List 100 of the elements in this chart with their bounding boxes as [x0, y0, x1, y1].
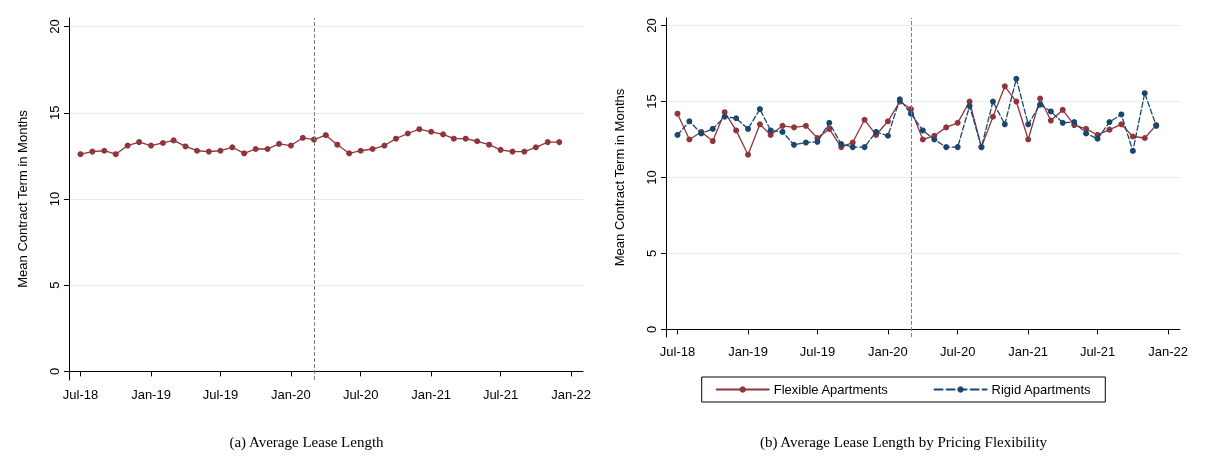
y-tick-label: 15 [47, 105, 62, 121]
point [1047, 117, 1054, 124]
point [1094, 135, 1101, 142]
point [381, 142, 388, 149]
point [136, 139, 143, 146]
point [428, 128, 435, 135]
point [1059, 119, 1066, 126]
point [77, 151, 84, 158]
point [756, 106, 763, 113]
y-tick-label: 10 [644, 170, 659, 185]
point [943, 124, 950, 131]
point [159, 139, 166, 146]
point [1013, 75, 1020, 82]
point [416, 126, 423, 133]
point [1059, 106, 1066, 113]
point [357, 147, 364, 154]
x-tick-label: Jan-19 [728, 344, 768, 359]
point [474, 138, 481, 145]
x-tick-label: Jul-19 [202, 387, 239, 402]
point [1118, 121, 1125, 128]
point [861, 116, 868, 123]
text: (b) Average Lease Length by Pricing Flexibility [759, 433, 1048, 451]
point [1037, 101, 1044, 108]
point [1001, 121, 1008, 128]
x-tick-label: Jan-22 [1148, 344, 1188, 359]
point [1106, 119, 1113, 126]
point [182, 143, 189, 150]
point [241, 150, 248, 157]
point [802, 139, 809, 146]
point [532, 144, 539, 151]
point [884, 132, 891, 139]
point [229, 144, 236, 151]
point [686, 136, 693, 143]
point [709, 138, 716, 145]
point [112, 151, 119, 158]
point [1025, 136, 1032, 143]
point [791, 141, 798, 148]
y-tick-label: 0 [47, 367, 62, 375]
point [521, 148, 528, 155]
point [954, 119, 961, 126]
point [170, 137, 177, 144]
x-tick-label: Jul-19 [799, 344, 836, 359]
point [791, 124, 798, 131]
point [733, 115, 740, 122]
point [989, 113, 996, 120]
point [205, 148, 212, 155]
x-tick-label: Jan-21 [411, 387, 452, 402]
x-tick-label: Jul-20 [342, 387, 379, 402]
point [1083, 130, 1090, 137]
point [686, 118, 693, 125]
point [334, 141, 341, 148]
legend-label: Rigid Apartments [991, 382, 1092, 397]
point [148, 142, 155, 149]
point [124, 142, 131, 149]
point [89, 148, 96, 155]
point [299, 134, 306, 141]
legend-label: Flexible Apartments [773, 382, 889, 397]
point [966, 103, 973, 110]
point [884, 118, 891, 125]
point [1118, 111, 1125, 118]
point [544, 139, 551, 146]
point [346, 150, 353, 157]
point [709, 125, 716, 132]
point [745, 151, 752, 158]
point [779, 122, 786, 129]
y-tick-label: 0 [644, 325, 659, 334]
x-tick-label: Jan-19 [131, 387, 171, 402]
y-tick-label: 5 [644, 249, 659, 258]
point [486, 141, 493, 148]
point [276, 140, 283, 147]
x-tick-label: Jul-21 [482, 387, 519, 402]
point [509, 148, 516, 155]
point [779, 128, 786, 135]
point [721, 113, 728, 120]
point [252, 146, 259, 153]
point [287, 142, 294, 149]
y-tick-label: 5 [47, 281, 62, 289]
y-tick-label: 15 [644, 94, 659, 109]
x-tick-label: Jul-20 [939, 344, 976, 359]
y-axis-title: Mean Contract Term in Months [612, 88, 627, 267]
x-tick-label: Jul-18 [62, 387, 99, 402]
point [322, 132, 329, 139]
point [369, 146, 376, 153]
x-tick-label: Jan-20 [868, 344, 908, 359]
point [919, 136, 926, 143]
point [264, 146, 271, 153]
point [462, 135, 469, 142]
text: (a) Average Lease Length [229, 433, 385, 451]
x-tick-label: Jan-22 [551, 387, 591, 402]
y-tick-label: 10 [47, 191, 62, 207]
point [802, 122, 809, 129]
point [1141, 135, 1148, 141]
point [1047, 108, 1054, 115]
point [745, 125, 752, 132]
point [1141, 90, 1148, 97]
y-axis-title: Mean Contract Term in Months [15, 109, 30, 288]
point [1001, 83, 1008, 90]
point [943, 144, 950, 151]
x-tick-label: Jan-20 [271, 387, 311, 402]
point [756, 121, 763, 128]
